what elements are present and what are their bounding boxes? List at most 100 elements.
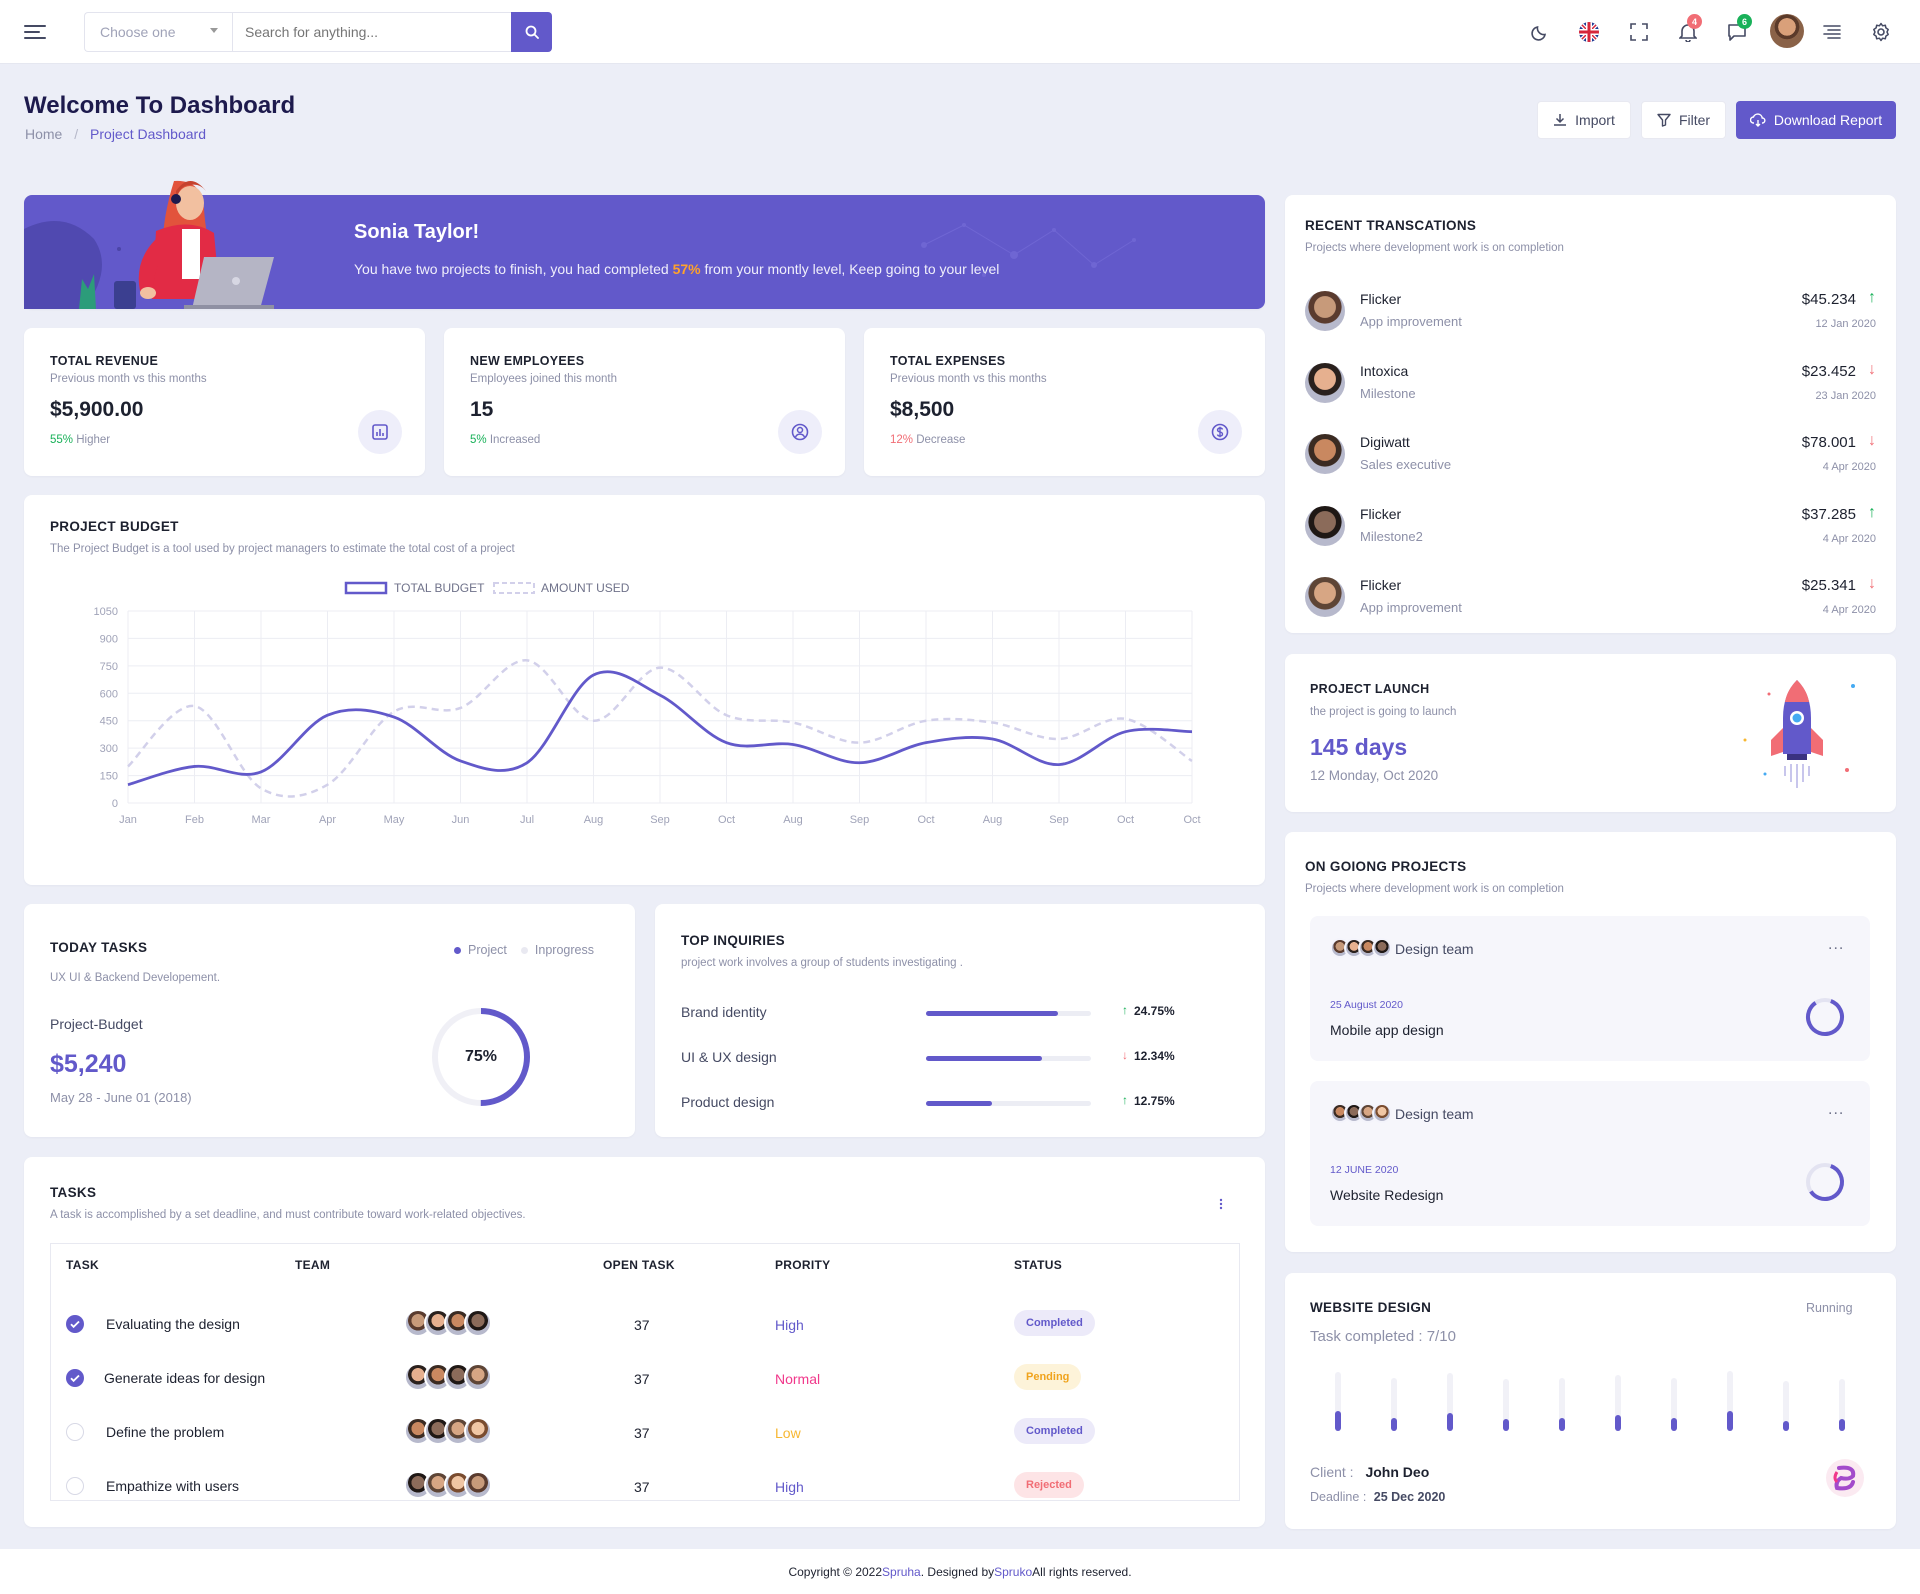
filter-button[interactable]: Filter bbox=[1641, 101, 1726, 139]
menu-icon[interactable] bbox=[22, 20, 48, 44]
user-avatar[interactable] bbox=[1770, 14, 1804, 48]
launch-date: 12 Monday, Oct 2020 bbox=[1310, 768, 1439, 783]
table-row: Generate ideas for design 37 Normal Pending bbox=[51, 1352, 1239, 1402]
transaction-item[interactable]: Flicker App improvement $45.234 ↑ 12 Jan 202… bbox=[1285, 289, 1896, 351]
stat-change: 55% Higher bbox=[50, 434, 110, 446]
unchecked-circle-icon[interactable] bbox=[66, 1477, 84, 1495]
x-tick-label: Sep bbox=[650, 814, 670, 826]
client-row: Client : John Deo bbox=[1310, 1464, 1429, 1480]
col-open-task: OPEN TASK bbox=[603, 1258, 675, 1272]
uk-flag-icon[interactable] bbox=[1577, 20, 1601, 44]
avatar bbox=[1372, 938, 1392, 958]
task-name: Evaluating the design bbox=[106, 1316, 240, 1332]
settings-gear-icon[interactable] bbox=[1869, 20, 1893, 44]
legend-project-label: Project bbox=[468, 943, 507, 957]
project-name: Mobile app design bbox=[1330, 1022, 1444, 1038]
arrow-down-icon: ↓ bbox=[1122, 1048, 1128, 1062]
bar-fill bbox=[1615, 1414, 1621, 1431]
transactions-title: RECENT TRANSCATIONS bbox=[1305, 218, 1477, 233]
dark-mode-icon[interactable] bbox=[1528, 20, 1552, 44]
category-select[interactable]: Choose one bbox=[84, 12, 232, 52]
more-options-icon[interactable]: ... bbox=[1828, 1101, 1845, 1118]
team-avatars bbox=[404, 1363, 492, 1391]
more-options-icon[interactable]: ... bbox=[1828, 936, 1845, 953]
fullscreen-icon[interactable] bbox=[1627, 20, 1651, 44]
avatar bbox=[1372, 1103, 1392, 1123]
team-name: Design team bbox=[1395, 1106, 1474, 1122]
banner-pattern bbox=[921, 223, 1136, 277]
status-badge: Completed bbox=[1014, 1310, 1095, 1336]
project-budget-label: Project-Budget bbox=[50, 1016, 143, 1032]
transaction-desc: Sales executive bbox=[1360, 457, 1452, 472]
rocket-icon bbox=[1743, 680, 1855, 788]
deadline-row: Deadline : 25 Dec 2020 bbox=[1310, 1490, 1445, 1504]
client-label: Client : bbox=[1310, 1464, 1354, 1480]
status-badge: Completed bbox=[1014, 1418, 1095, 1444]
banner-name: Sonia Taylor! bbox=[354, 221, 480, 243]
today-tasks-subtitle: UX UI & Backend Developement. bbox=[50, 972, 221, 984]
checked-circle-icon[interactable] bbox=[66, 1315, 84, 1333]
avatar bbox=[464, 1363, 492, 1391]
dollar-icon bbox=[1198, 410, 1242, 454]
legend-inprogress-dot bbox=[520, 946, 528, 954]
transaction-desc: App improvement bbox=[1360, 314, 1462, 329]
x-tick-label: Oct bbox=[718, 814, 735, 826]
status-badge: Pending bbox=[1014, 1364, 1082, 1390]
top-header: Choose one 4 6 bbox=[0, 0, 1920, 64]
transaction-name: Digiwatt bbox=[1360, 434, 1410, 450]
inquiry-label: Brand identity bbox=[681, 1004, 767, 1020]
task-name: Empathize with users bbox=[106, 1478, 240, 1494]
arrow-down-icon: ↓ bbox=[1868, 360, 1876, 378]
y-tick-label: 150 bbox=[100, 771, 118, 783]
inquiry-value: 24.75% bbox=[1134, 1004, 1175, 1018]
bar-track bbox=[1559, 1378, 1565, 1431]
transaction-date: 4 Apr 2020 bbox=[1822, 461, 1876, 473]
budget-subtitle: The Project Budget is a tool used by pro… bbox=[50, 543, 515, 555]
welcome-banner: Sonia Taylor! You have two projects to f… bbox=[24, 180, 1265, 309]
transaction-item[interactable]: Digiwatt Sales executive $78.001 ↓ 4 Apr 202… bbox=[1285, 432, 1896, 494]
x-tick-label: Oct bbox=[917, 814, 934, 826]
import-button[interactable]: Import bbox=[1537, 101, 1631, 139]
inquiry-value: 12.34% bbox=[1134, 1049, 1175, 1063]
transaction-item[interactable]: Flicker Milestone2 $37.285 ↑ 4 Apr 2020 bbox=[1285, 504, 1896, 566]
search-input[interactable] bbox=[232, 12, 512, 52]
bar-track bbox=[1391, 1378, 1397, 1431]
download-report-button[interactable]: Download Report bbox=[1736, 101, 1896, 139]
sidebar-toggle-icon[interactable] bbox=[1820, 20, 1844, 44]
budget-line-chart: TOTAL BUDGET AMOUNT USED 1050 900 750 600 450 3… bbox=[94, 581, 1201, 826]
footer-brand[interactable]: Spruha bbox=[882, 1564, 921, 1579]
arrow-down-icon: ↓ bbox=[1868, 432, 1876, 449]
stat-value: $5,900.00 bbox=[50, 398, 144, 421]
more-vertical-icon[interactable] bbox=[1214, 1197, 1228, 1211]
team-avatars bbox=[1330, 1103, 1392, 1123]
project-budget-card: PROJECT BUDGET The Project Budget is a t… bbox=[24, 495, 1265, 885]
priority-label: Normal bbox=[775, 1371, 821, 1387]
search-button[interactable] bbox=[511, 12, 552, 52]
ongoing-project-card[interactable]: Design team... 12 JUNE 2020 Website Redesi… bbox=[1310, 1081, 1870, 1226]
website-completed: Task completed : 7/10 bbox=[1310, 1328, 1456, 1345]
transactions-subtitle: Projects where development work is on co… bbox=[1305, 242, 1564, 254]
donut-fill bbox=[432, 1008, 530, 1106]
breadcrumb-current: Project Dashboard bbox=[90, 126, 206, 142]
transaction-item[interactable]: Intoxica Milestone $23.452 ↓ 23 Jan 2020 bbox=[1285, 360, 1896, 423]
banner-text-after: from your montly level, Keep going to yo… bbox=[700, 261, 1000, 277]
breadcrumb-home[interactable]: Home bbox=[25, 126, 63, 142]
team-avatars bbox=[404, 1471, 492, 1499]
checked-circle-icon[interactable] bbox=[66, 1369, 84, 1387]
series-line-total-budget bbox=[127, 670, 1193, 787]
stat-title: TOTAL REVENUE bbox=[50, 354, 159, 368]
inquiry-progress-fill bbox=[926, 1056, 1042, 1061]
col-task: TASK bbox=[66, 1258, 99, 1272]
transaction-date: 23 Jan 2020 bbox=[1815, 389, 1876, 402]
unchecked-circle-icon[interactable] bbox=[66, 1423, 84, 1441]
stat-value: 15 bbox=[470, 398, 494, 421]
y-tick-label: 900 bbox=[100, 633, 118, 645]
inquiries-title: TOP INQUIRIES bbox=[681, 933, 785, 948]
stat-card-expenses: TOTAL EXPENSES Previous month vs this mo… bbox=[864, 328, 1265, 476]
ongoing-project-card[interactable]: Design team... 25 August 2020 Mobile app d… bbox=[1310, 916, 1870, 1061]
stat-change-pct: 55% bbox=[50, 434, 74, 446]
legend-swatch-amount-used bbox=[493, 582, 535, 594]
footer-suffix: All rights reserved. bbox=[1032, 1564, 1132, 1579]
transaction-item[interactable]: Flicker App improvement $25.341 ↓ 4 Apr 2020 bbox=[1285, 575, 1896, 637]
footer-designer[interactable]: Spruko bbox=[994, 1564, 1033, 1579]
